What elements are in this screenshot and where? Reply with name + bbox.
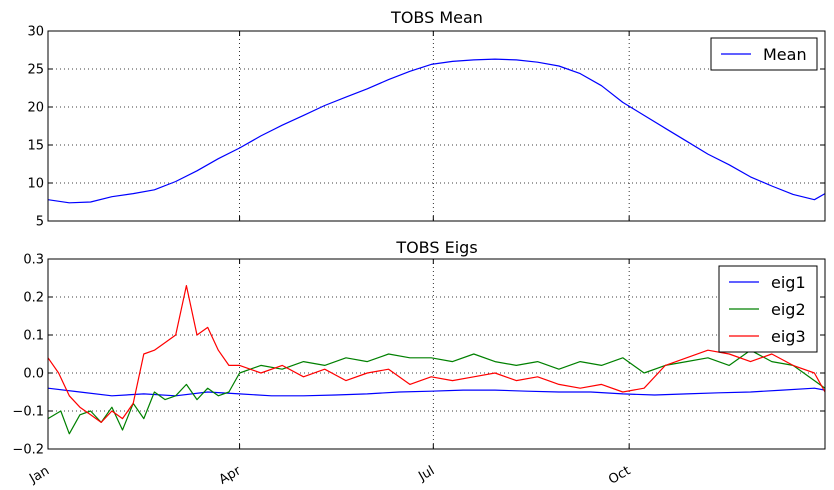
series-group [47, 58, 826, 204]
plot-frame [47, 30, 826, 222]
y-tick-label: −0.2 [12, 443, 44, 458]
y-tick-label: 0.3 [23, 253, 44, 268]
x-axis [47, 31, 630, 221]
chart-title: TOBS Mean [390, 8, 483, 27]
mean-panel: TOBS Mean 5 10 15 20 25 30 Mean [27, 8, 826, 230]
legend-label: eig3 [771, 327, 806, 346]
series-group [47, 285, 826, 435]
eigs-panel: TOBS Eigs −0.2 −0.1 0.0 0.1 0.2 0.3 Jan Apr Jul… [12, 238, 826, 488]
y-tick-label: 0.1 [23, 329, 44, 344]
y-tick-label: 25 [27, 63, 44, 78]
legend-label: Mean [763, 45, 807, 64]
y-tick-label: 5 [36, 215, 44, 230]
y-tick-label: 0.0 [23, 367, 44, 382]
y-axis: −0.2 −0.1 0.0 0.1 0.2 0.3 [12, 253, 825, 458]
chart-title: TOBS Eigs [395, 238, 477, 257]
y-tick-label: 0.2 [23, 291, 44, 306]
y-tick-label: −0.1 [12, 405, 44, 420]
y-tick-label: 30 [27, 25, 44, 40]
series-line-eig2 [47, 349, 826, 435]
x-tick-label: Jan [26, 463, 52, 487]
y-axis: 5 10 15 20 25 30 [27, 25, 825, 230]
y-tick-label: 10 [27, 177, 44, 192]
legend: eig1 eig2 eig3 [718, 265, 818, 353]
x-tick-label: Apr [217, 463, 245, 488]
series-line-eig1 [47, 387, 826, 397]
legend: Mean [710, 37, 818, 71]
x-axis: Jan Apr Jul Oct [26, 259, 633, 488]
series-line-eig3 [47, 285, 826, 423]
x-tick-label: Jul [415, 463, 437, 484]
series-line-Mean [47, 58, 826, 204]
grid [48, 31, 825, 221]
y-tick-label: 20 [27, 101, 44, 116]
y-tick-label: 15 [27, 139, 44, 154]
legend-label: eig2 [771, 300, 806, 319]
plot-frame [47, 258, 826, 450]
legend-label: eig1 [771, 273, 806, 292]
grid [48, 259, 825, 449]
x-tick-label: Oct [606, 463, 633, 487]
